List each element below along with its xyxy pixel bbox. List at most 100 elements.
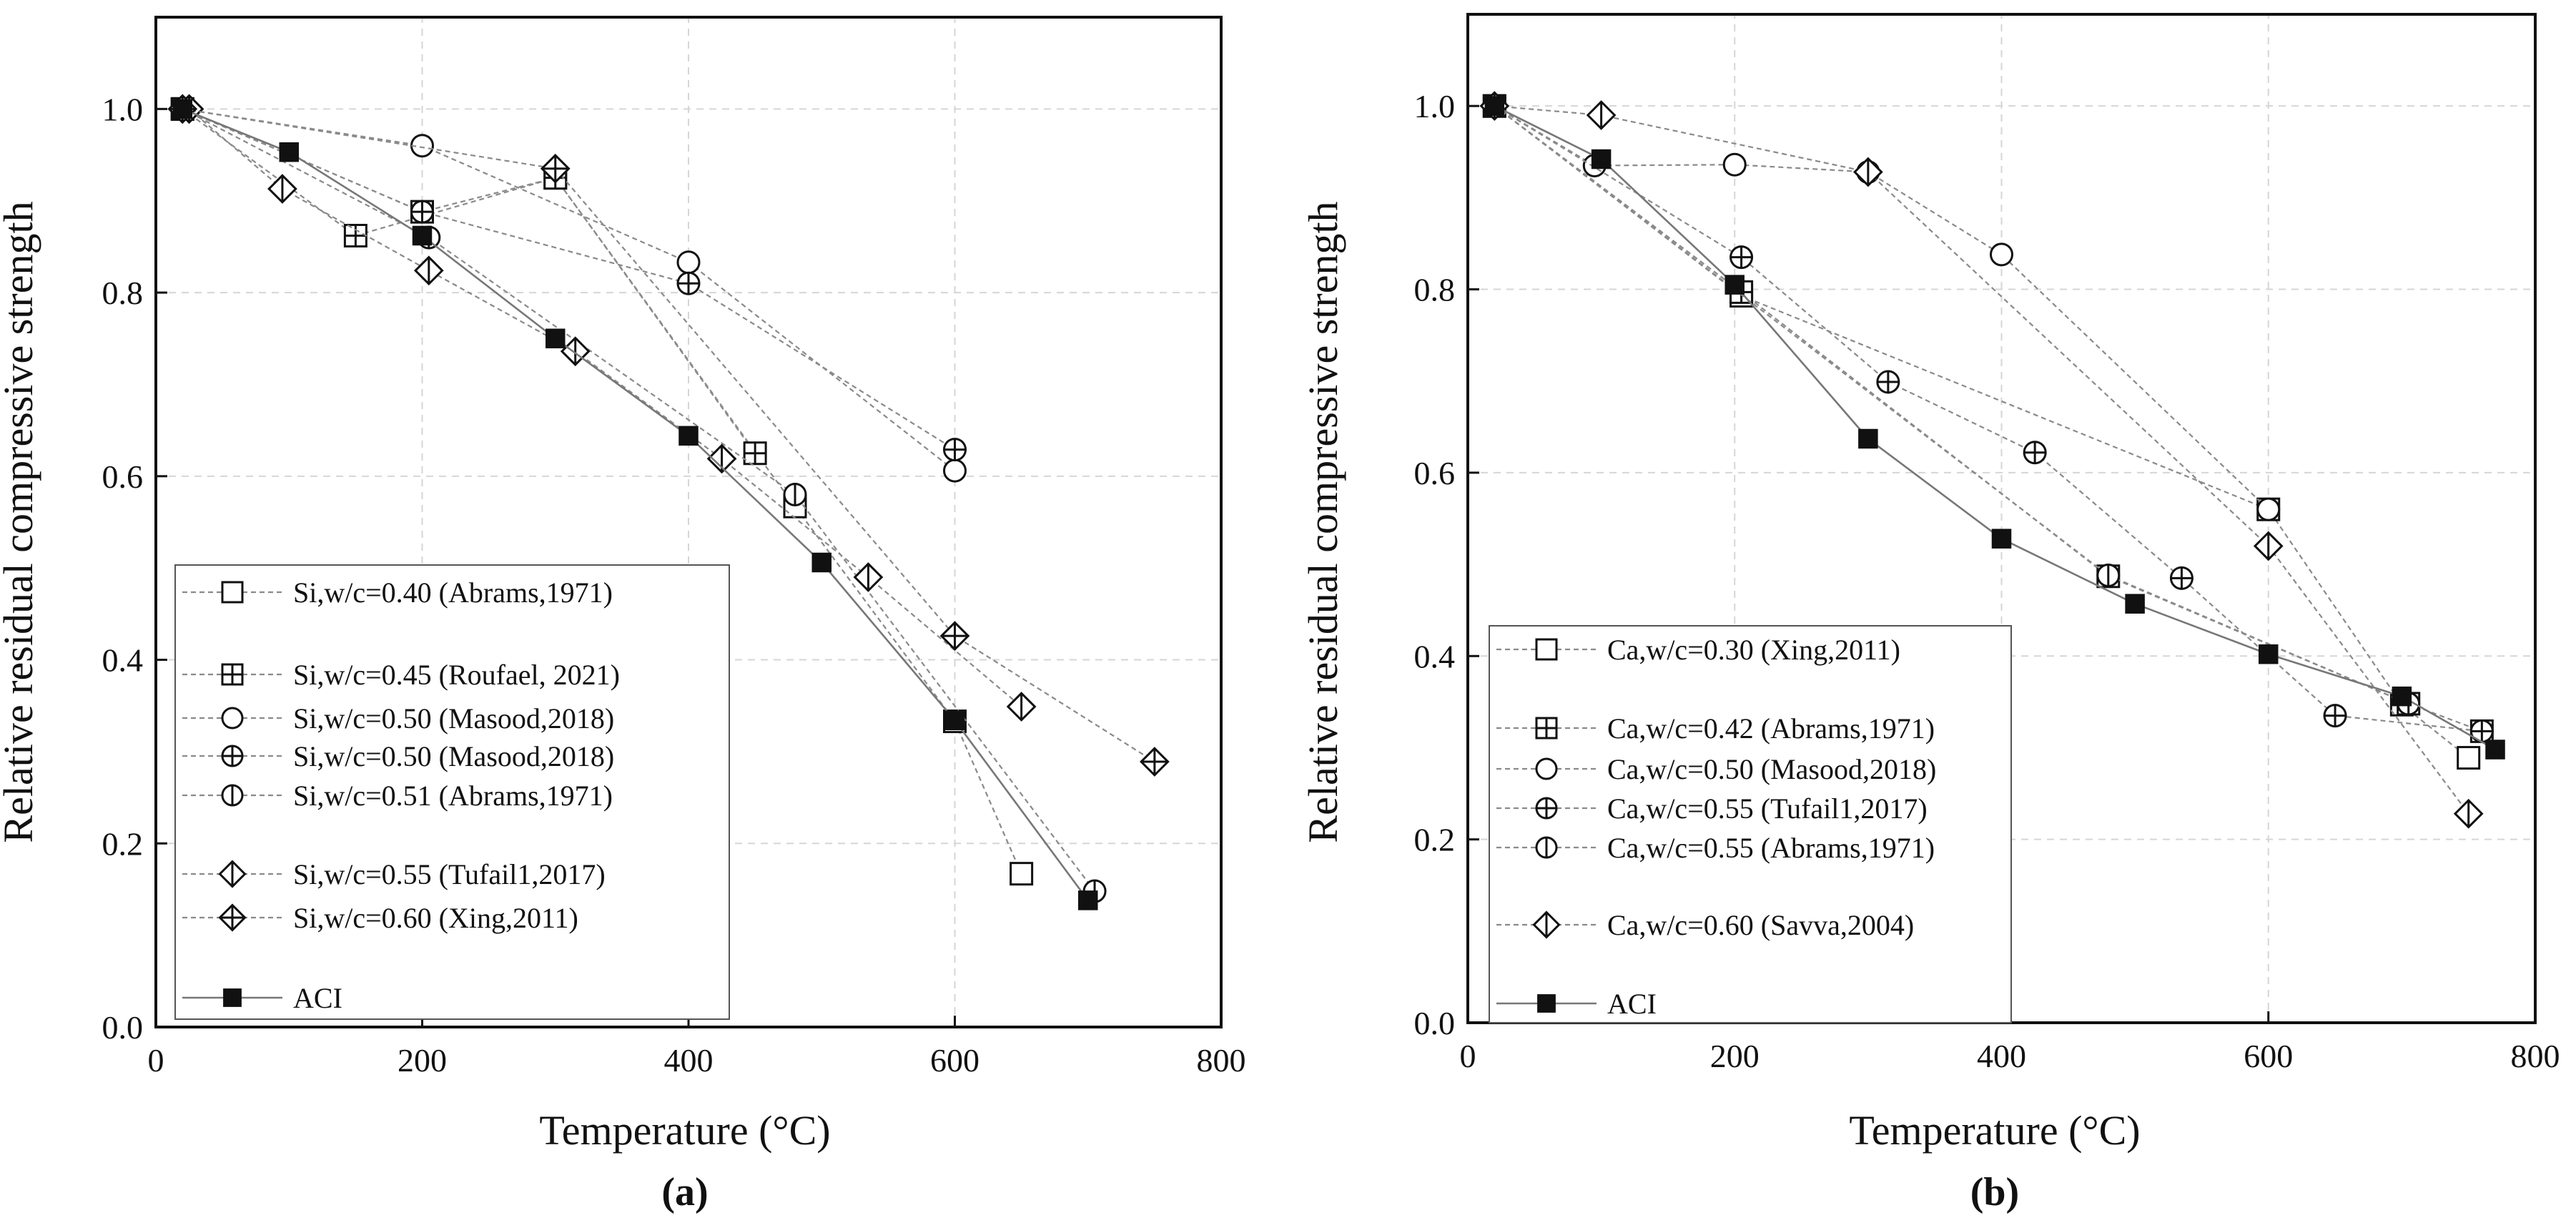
x-tick-label: 800 — [1197, 1042, 1246, 1079]
data-point — [943, 458, 967, 483]
legend-marker — [221, 707, 244, 730]
data-point — [1991, 529, 2012, 549]
legend-marker — [1532, 910, 1561, 939]
series-line — [182, 108, 956, 471]
legend-entry: Si,w/c=0.45 (Roufael, 2021) — [182, 659, 620, 691]
x-axis-title: Temperature (°C) — [539, 1107, 830, 1154]
legend-marker — [221, 581, 244, 604]
legend-label: Ca,w/c=0.50 (Masood,2018) — [1607, 753, 1936, 785]
data-point — [2125, 594, 2145, 614]
x-tick-label: 400 — [664, 1042, 714, 1079]
legend-entry: Si,w/c=0.50 (Masood,2018) — [182, 702, 614, 735]
y-tick-label: 0.8 — [1414, 272, 1456, 308]
y-tick-label: 0.0 — [1414, 1005, 1456, 1041]
y-tick-label: 0.8 — [102, 275, 144, 311]
legend-entry: Ca,w/c=0.50 (Masood,2018) — [1496, 753, 1936, 785]
panel-label: (b) — [1970, 1170, 2019, 1214]
legend-label: ACI — [1607, 988, 1657, 1020]
legend-label: Ca,w/c=0.42 (Abrams,1971) — [1607, 712, 1935, 745]
series-3 — [1482, 94, 2494, 743]
series-line — [1494, 105, 2269, 510]
legend-entry: Ca,w/c=0.55 (Tufail1,2017) — [1496, 792, 1928, 825]
data-point — [939, 621, 970, 652]
data-point — [1853, 157, 1883, 187]
y-tick-label: 0.4 — [102, 642, 144, 679]
x-tick-label: 200 — [398, 1042, 447, 1079]
legend-entry: Si,w/c=0.60 (Xing,2011) — [182, 902, 578, 934]
data-point — [944, 710, 965, 731]
x-tick-label: 0 — [1460, 1038, 1476, 1074]
data-point — [676, 250, 701, 275]
data-point — [2169, 566, 2193, 590]
legend-marker — [1537, 994, 1556, 1013]
data-point — [1858, 428, 1878, 449]
legend-label: Si,w/c=0.60 (Xing,2011) — [293, 902, 578, 934]
y-axis-title: Relative residual compressive strength — [1300, 201, 1346, 843]
legend-label: Si,w/c=0.45 (Roufael, 2021) — [293, 659, 620, 691]
legend-entry: Ca,w/c=0.55 (Abrams,1971) — [1496, 832, 1935, 864]
y-tick-label: 0.2 — [1414, 822, 1456, 858]
y-tick-label: 0.2 — [102, 825, 144, 862]
series-7 — [172, 99, 1098, 910]
x-tick-label: 400 — [1977, 1038, 2026, 1074]
legend: Si,w/c=0.40 (Abrams,1971) Si,w/c=0.45 (Ro… — [174, 564, 730, 1020]
series-line — [182, 108, 1095, 892]
data-point — [1140, 747, 1170, 777]
data-point — [540, 153, 571, 184]
series-line — [1494, 105, 2409, 704]
legend-marker — [221, 663, 244, 686]
y-tick-label: 0.6 — [102, 458, 144, 495]
legend-marker — [1535, 836, 1558, 859]
data-point — [1722, 152, 1747, 177]
legend-label: Si,w/c=0.51 (Abrams,1971) — [293, 780, 613, 812]
data-point — [783, 482, 807, 506]
x-tick-label: 0 — [148, 1042, 164, 1079]
data-point — [1484, 96, 1505, 116]
panel-b: 0 200 400 600 800 0.0 0.2 0.4 0.6 0.8 1.0 Temperatu… — [1300, 13, 2560, 1214]
data-point — [1990, 242, 2013, 267]
legend-entry: Si,w/c=0.50 (Masood,2018) — [182, 740, 614, 772]
data-point — [1006, 692, 1037, 722]
data-point — [1078, 890, 1098, 910]
series-1 — [170, 97, 767, 466]
y-tick-label: 1.0 — [1414, 88, 1456, 124]
legend-label: ACI — [293, 982, 342, 1014]
legend-entry: Ca,w/c=0.60 (Savva,2004) — [1496, 909, 1914, 941]
data-point — [410, 200, 434, 224]
data-point — [413, 255, 444, 286]
y-tick-label: 1.0 — [102, 91, 144, 127]
series-line — [182, 108, 756, 454]
data-point — [743, 441, 767, 466]
legend-entry: ACI — [182, 982, 342, 1014]
y-tick-label: 0.0 — [102, 1009, 144, 1046]
x-tick-label: 600 — [930, 1042, 979, 1079]
x-tick-label: 200 — [1710, 1038, 1760, 1074]
data-point — [2259, 644, 2279, 664]
legend-marker — [221, 784, 244, 807]
data-point — [853, 562, 884, 592]
y-tick-label: 0.6 — [1414, 455, 1456, 491]
legend-label: Si,w/c=0.55 (Tufail1,2017) — [293, 858, 606, 890]
data-point — [811, 552, 831, 573]
legend-label: Ca,w/c=0.55 (Tufail1,2017) — [1607, 792, 1928, 825]
legend-entry: Ca,w/c=0.30 (Xing,2011) — [1496, 634, 1900, 666]
y-tick-label: 0.4 — [1414, 638, 1456, 674]
legend-marker — [1535, 717, 1558, 740]
data-point — [1876, 370, 1900, 394]
legend-marker — [1535, 638, 1558, 661]
data-point — [412, 225, 433, 246]
data-point — [676, 271, 701, 295]
panel-label: (a) — [661, 1170, 708, 1214]
data-point — [2256, 497, 2281, 521]
x-axis-title: Temperature (°C) — [1849, 1107, 2140, 1154]
data-point — [2457, 746, 2481, 770]
data-point — [172, 99, 192, 119]
legend-marker — [218, 903, 247, 932]
data-point — [1729, 245, 1754, 270]
x-tick-label: 800 — [2511, 1038, 2560, 1074]
data-point — [2453, 798, 2484, 829]
legend-label: Si,w/c=0.50 (Masood,2018) — [293, 740, 614, 772]
legend-marker — [1535, 797, 1558, 820]
data-point — [706, 443, 737, 474]
